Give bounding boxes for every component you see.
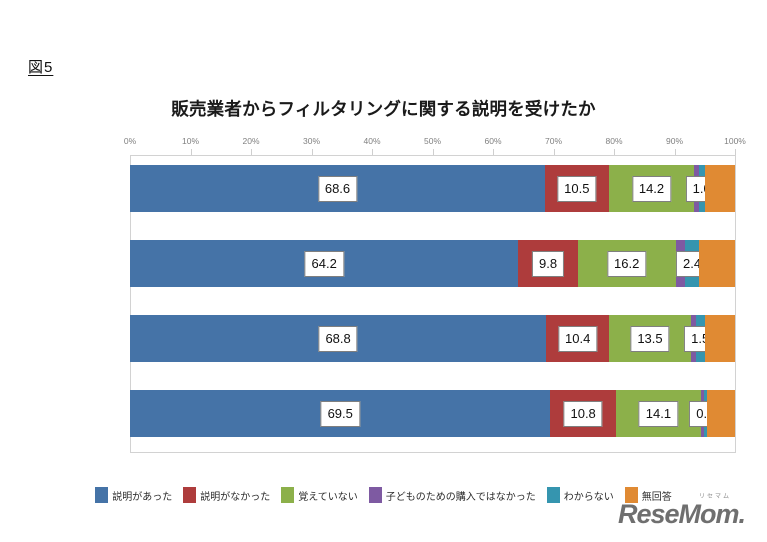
stacked-bar-row: 64.2 9.8 16.2 2.4	[130, 240, 735, 287]
bar-value-label: 9.8	[532, 250, 565, 277]
bar-value-label: 14.1	[638, 400, 679, 427]
legend-color-swatch	[281, 487, 295, 503]
x-axis-tick-40: 40%	[363, 136, 381, 146]
x-axis-tick-30: 30%	[302, 136, 321, 146]
bar-value-label: 68.6	[317, 175, 358, 202]
stacked-bar-row: 69.5 10.8 14.1 0.4	[130, 390, 735, 437]
legend-item[interactable]: 子どものための購入ではなかった	[368, 487, 536, 503]
bar-segment	[704, 315, 735, 362]
x-axis-tick-80: 80%	[605, 136, 623, 146]
x-axis-tick-90: 90%	[665, 136, 684, 146]
legend-label: 子どものための購入ではなかった	[385, 491, 536, 503]
x-axis-tick-mark	[190, 149, 192, 155]
bar-value-label: 14.2	[631, 175, 672, 202]
legend-label: 覚えていない	[298, 491, 358, 503]
x-axis-tick-mark	[553, 149, 555, 155]
bar-value-label: 13.5	[630, 325, 670, 352]
plot-frame-right-edge	[735, 155, 736, 453]
chart-card: 販売業者からフィルタリングに関する説明を受けたか 0% 10% 20% 30% 40% 5…	[14, 84, 753, 532]
x-axis-tick-mark	[372, 149, 373, 155]
legend-color-swatch	[624, 487, 638, 503]
stacked-bar-row: 68.6 10.5 14.2 1.0	[130, 165, 735, 212]
legend-item[interactable]: 説明があった	[95, 487, 172, 503]
x-axis-tick-100: 100%	[724, 136, 746, 146]
bar-value-label: 64.2	[304, 250, 344, 277]
x-axis-tick-mark	[674, 149, 676, 155]
chart-title: 販売業者からフィルタリングに関する説明を受けたか	[171, 99, 596, 119]
legend-label: 無回答	[641, 491, 672, 503]
bar-value-label: 68.8	[318, 325, 358, 352]
x-axis-tick-50: 50%	[423, 136, 442, 146]
bar-segment	[704, 165, 735, 212]
bar-segment	[706, 390, 735, 437]
x-axis-tick-mark	[735, 149, 736, 155]
x-axis-tick-mark	[432, 149, 434, 155]
legend-item[interactable]: 説明がなかった	[183, 487, 270, 503]
legend-color-swatch	[368, 487, 382, 503]
x-axis-tick-mark	[493, 149, 494, 155]
x-axis-tick-10: 10%	[181, 136, 200, 146]
watermark-resemom: リセマム ReseMom.	[617, 494, 746, 529]
legend-label: 説明があった	[112, 491, 173, 503]
legend-color-swatch	[183, 487, 197, 503]
x-axis-tick-mark	[311, 149, 313, 155]
figure-label: 図5	[28, 59, 54, 76]
x-axis-tick-mark	[251, 149, 252, 155]
legend-item[interactable]: 覚えていない	[281, 487, 358, 503]
legend-color-swatch	[95, 487, 109, 503]
watermark-text: ReseMom.	[617, 499, 746, 529]
bar-value-label: 69.5	[320, 400, 360, 427]
bar-segment	[699, 240, 735, 287]
legend-label: わからない	[563, 491, 614, 503]
legend-item[interactable]: 無回答	[624, 487, 672, 503]
plot-frame	[130, 155, 735, 453]
x-axis-tick-20: 20%	[242, 136, 260, 146]
bar-value-label: 10.4	[558, 325, 598, 352]
bar-value-label: 10.5	[557, 175, 597, 202]
legend-label: 説明がなかった	[200, 491, 271, 503]
x-axis-tick-60: 60%	[484, 136, 502, 146]
watermark-ruby: リセマム	[698, 494, 731, 500]
legend-color-swatch	[546, 487, 560, 503]
legend-item[interactable]: わからない	[546, 487, 614, 503]
bar-value-label: 16.2	[607, 250, 647, 277]
x-axis-tick-labels: 0% 10% 20% 30% 40% 50% 60% 70% 80% 90% 100%	[124, 136, 746, 152]
chart-legend: 説明があった 説明がなかった 覚えていない 子どものための購入ではなかった わからない 無…	[14, 482, 753, 508]
bar-value-label: 10.8	[563, 400, 603, 427]
plot-area: 0%10%20%30%40%50%60%70%80%90%100% 総数(N=2…	[14, 136, 753, 466]
x-axis-tick-mark	[614, 149, 615, 155]
x-axis-tick-0: 0%	[123, 136, 137, 146]
stacked-bar-row: 68.8 10.4 13.5 1.5	[130, 315, 735, 362]
x-axis-tick-70: 70%	[544, 136, 563, 146]
